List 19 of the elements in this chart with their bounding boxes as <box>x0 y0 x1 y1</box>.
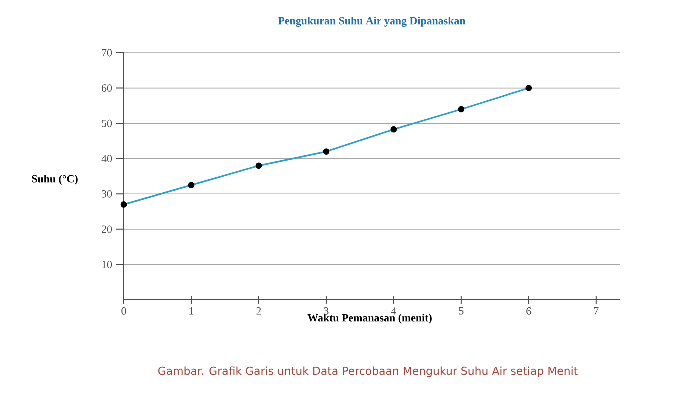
y-tick-label: 60 <box>102 84 112 92</box>
y-tick-label: 70 <box>102 49 112 57</box>
y-tick-label: 50 <box>102 120 112 128</box>
x-tick-label: 2 <box>256 308 262 315</box>
text: Gambar. Grafik Garis untuk Data Percobaan Mengukur Suhu Air setiap Menit <box>158 366 578 378</box>
y-tick-label: 10 <box>102 261 112 268</box>
y-tick-label: 40 <box>102 155 112 163</box>
x-tick-label: 4 <box>391 308 397 315</box>
y-axis-title: Suhu (°C) <box>32 175 78 185</box>
x-tick-label: 6 <box>526 308 532 315</box>
y-tick-label: 30 <box>102 190 112 198</box>
x-axis-title: Waktu Pemanasan (menit) <box>308 314 432 324</box>
chart-title: Pengukuran Suhu Air yang Dipanaskan <box>278 17 466 28</box>
x-tick-label: 5 <box>459 308 464 315</box>
x-tick-label: 7 <box>594 308 599 315</box>
y-tick-label: 20 <box>102 226 112 234</box>
x-tick-label: 1 <box>190 308 194 315</box>
x-tick-label: 0 <box>122 308 126 315</box>
x-tick-label: 3 <box>324 308 329 315</box>
